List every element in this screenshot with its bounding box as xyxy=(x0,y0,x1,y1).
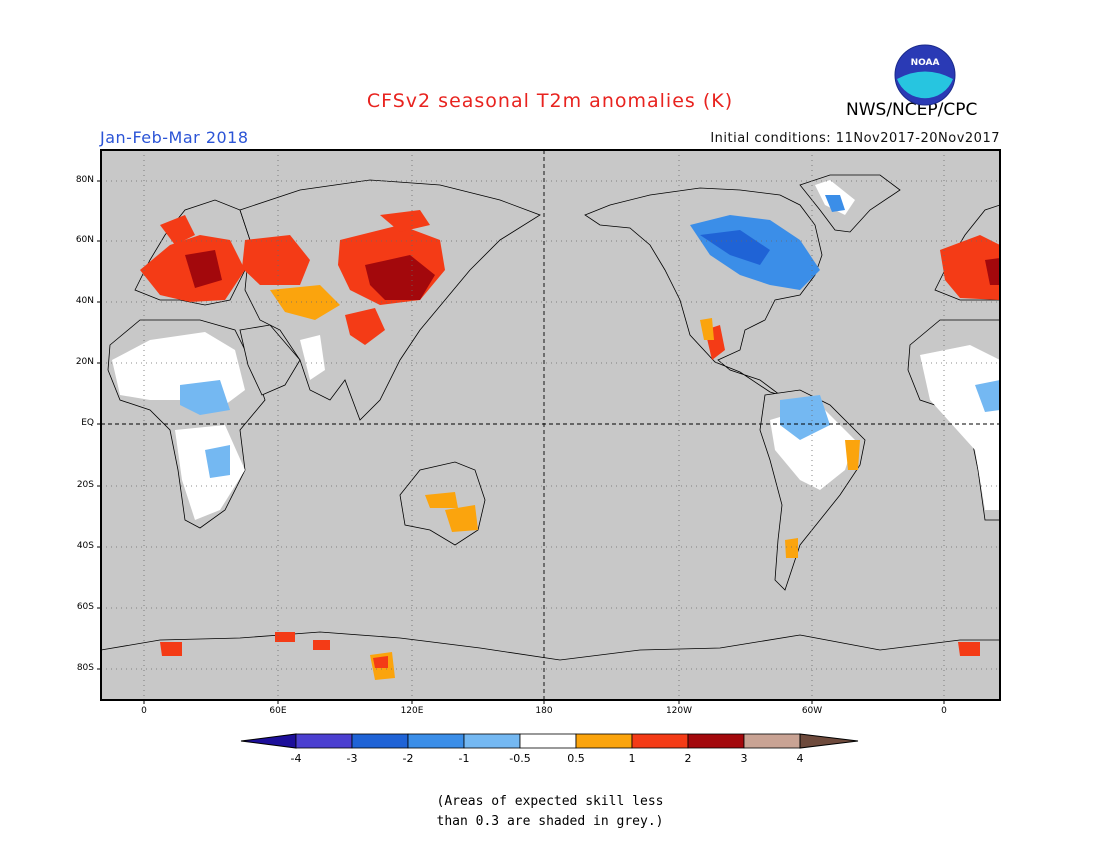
colorbar-tick-label: 4 xyxy=(796,752,804,765)
agency-label: NWS/NCEP/CPC xyxy=(846,100,978,120)
colorbar-tick-label: -2 xyxy=(402,752,414,765)
colorbar-cell xyxy=(687,733,745,749)
colorbar-tick-label: 2 xyxy=(684,752,692,765)
forecast-period: Jan-Feb-Mar 2018 xyxy=(100,128,249,147)
anomaly-shading xyxy=(112,180,1000,680)
colorbar-tick-label: -1 xyxy=(458,752,470,765)
colorbar-cell-max xyxy=(799,733,859,749)
latitude-label: 20S xyxy=(76,480,94,490)
map-gridlines xyxy=(101,150,1000,700)
colorbar-cell xyxy=(631,733,689,749)
longitude-label: 120W xyxy=(665,706,693,716)
footnote: (Areas of expected skill less than 0.3 a… xyxy=(0,792,1100,832)
longitude-label: 60E xyxy=(269,706,287,716)
latitude-label: 20N xyxy=(75,357,94,367)
longitude-label: 0 xyxy=(141,706,147,716)
colorbar-cell-min xyxy=(240,733,297,749)
latitude-label: EQ xyxy=(81,418,94,428)
noaa-logo: NOAA xyxy=(894,44,956,106)
latitude-label: 60N xyxy=(75,235,94,245)
colorbar-cell xyxy=(407,733,465,749)
latitude-label: 40S xyxy=(76,541,94,551)
colorbar-cell xyxy=(463,733,521,749)
svg-text:NOAA: NOAA xyxy=(911,58,940,68)
arabia-landmass xyxy=(239,324,301,396)
map-ticks xyxy=(97,180,945,704)
map-frame xyxy=(100,149,1001,701)
longitude-label: 0 xyxy=(941,706,947,716)
chart-title: CFSv2 seasonal T2m anomalies (K) xyxy=(366,90,734,112)
colorbar-tick-label: 0.5 xyxy=(567,752,585,765)
colorbar-cell xyxy=(351,733,409,749)
colorbar-tick-label: 1 xyxy=(628,752,636,765)
latitude-label: 80N xyxy=(75,175,94,185)
initial-conditions: Initial conditions: 11Nov2017-20Nov2017 xyxy=(710,131,1000,146)
latitude-label: 80S xyxy=(76,663,94,673)
colorbar-cell xyxy=(743,733,801,749)
footnote-line-2: than 0.3 are shaded in grey.) xyxy=(436,814,664,829)
longitude-label: 180 xyxy=(535,706,553,716)
colorbar-tick-label: -0.5 xyxy=(509,752,531,765)
colorbar-tick-label: -4 xyxy=(290,752,302,765)
footnote-line-1: (Areas of expected skill less xyxy=(436,794,664,809)
colorbar-cell xyxy=(295,733,353,749)
latitude-label: 40N xyxy=(75,296,94,306)
colorbar-cell xyxy=(519,733,577,749)
colorbar-tick-label: -3 xyxy=(346,752,358,765)
longitude-label: 120E xyxy=(400,706,424,716)
latitude-label: 60S xyxy=(76,602,94,612)
colorbar-cell xyxy=(575,733,633,749)
colorbar-tick-label: 3 xyxy=(740,752,748,765)
longitude-label: 60W xyxy=(801,706,823,716)
